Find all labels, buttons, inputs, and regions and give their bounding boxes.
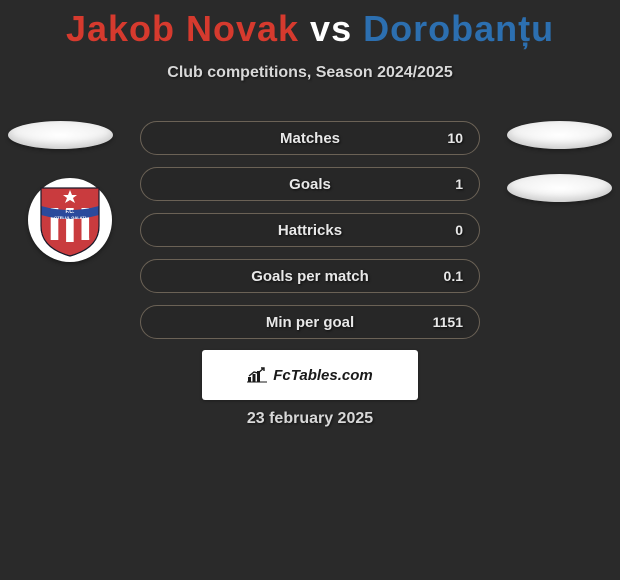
crest-graphic: F.C. OTELUL GALATI bbox=[37, 182, 103, 258]
stats-container: Matches 10 Goals 1 Hattricks 0 Goals per match… bbox=[140, 121, 480, 351]
stat-label: Hattricks bbox=[278, 222, 342, 239]
date: 23 february 2025 bbox=[247, 410, 373, 428]
watermark: FcTables.com bbox=[202, 350, 418, 400]
stat-value-right: 1 bbox=[455, 176, 463, 192]
svg-text:OTELUL GALATI: OTELUL GALATI bbox=[54, 215, 86, 220]
stat-label: Goals bbox=[289, 176, 331, 193]
player2-placeholder-2 bbox=[507, 174, 612, 202]
stat-value-right: 1151 bbox=[433, 314, 463, 330]
stat-label: Matches bbox=[280, 130, 340, 147]
vs-text: vs bbox=[299, 8, 363, 49]
player2-name: Dorobanțu bbox=[363, 8, 554, 49]
stat-label: Goals per match bbox=[251, 268, 369, 285]
stat-row: Goals 1 bbox=[140, 167, 480, 201]
club-crest: F.C. OTELUL GALATI bbox=[28, 178, 112, 262]
player2-placeholder-1 bbox=[507, 121, 612, 149]
player1-placeholder-1 bbox=[8, 121, 113, 149]
watermark-text: FcTables.com bbox=[273, 367, 372, 384]
stat-value-right: 0 bbox=[455, 222, 463, 238]
stat-row: Hattricks 0 bbox=[140, 213, 480, 247]
stat-label: Min per goal bbox=[266, 314, 354, 331]
comparison-title: Jakob Novak vs Dorobanțu bbox=[0, 0, 620, 50]
stat-value-right: 10 bbox=[447, 130, 463, 146]
stat-row: Goals per match 0.1 bbox=[140, 259, 480, 293]
player1-name: Jakob Novak bbox=[66, 8, 299, 49]
stat-value-right: 0.1 bbox=[444, 268, 463, 284]
subtitle: Club competitions, Season 2024/2025 bbox=[0, 64, 620, 82]
stat-row: Min per goal 1151 bbox=[140, 305, 480, 339]
chart-icon bbox=[247, 367, 267, 383]
stat-row: Matches 10 bbox=[140, 121, 480, 155]
